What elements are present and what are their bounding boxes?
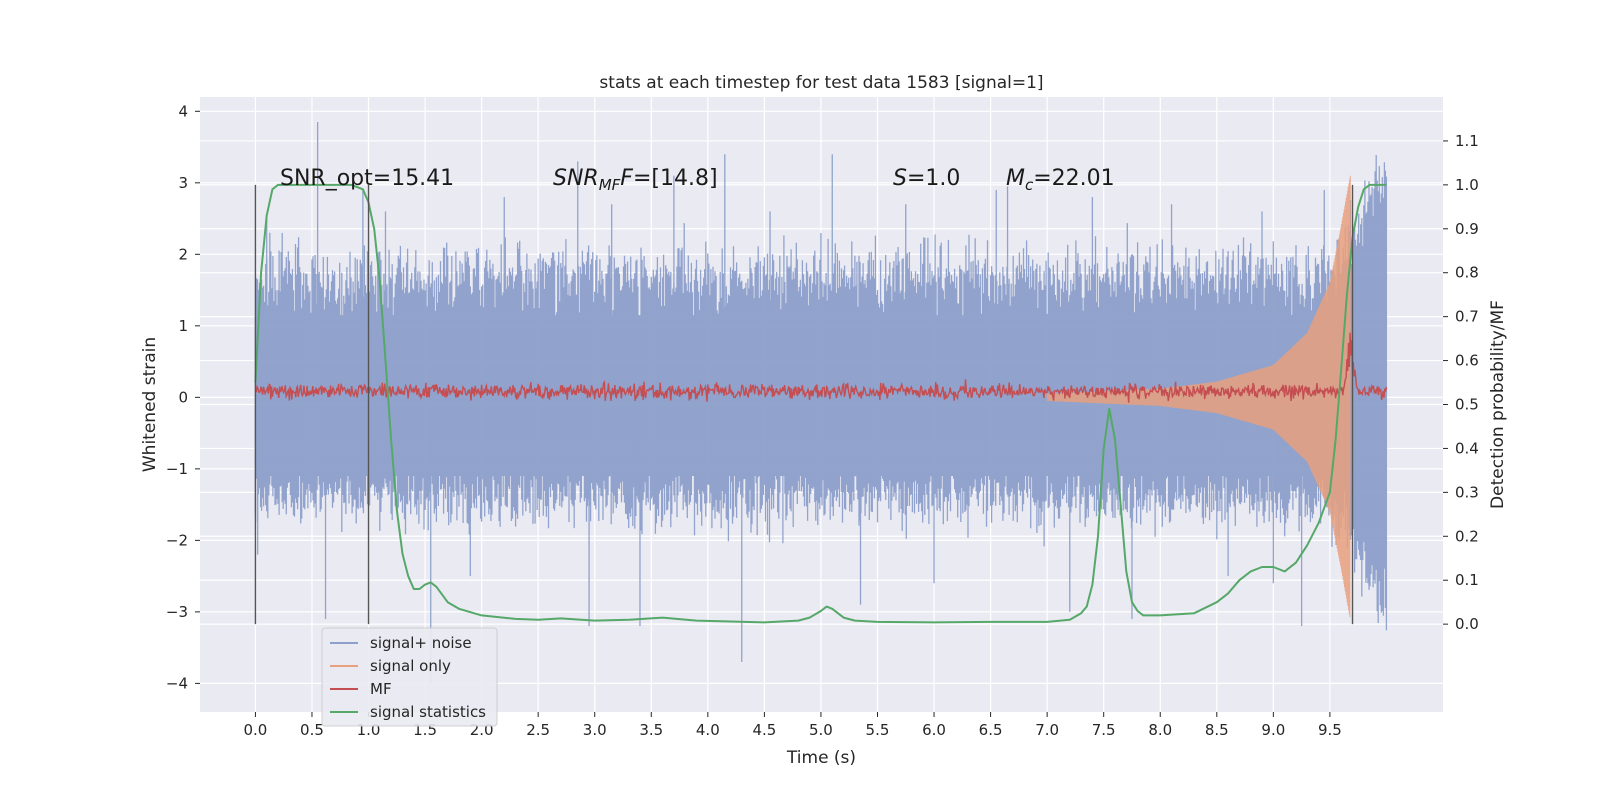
x-axis-label: Time (s) bbox=[786, 748, 856, 768]
signal-statistics-line bbox=[254, 183, 1387, 624]
legend-label: signal only bbox=[370, 657, 451, 675]
x-tick-label: 8.5 bbox=[1205, 721, 1229, 739]
right-y-tick-label: 0.6 bbox=[1455, 352, 1479, 370]
left-y-axis-ticks: 4 3 2 1 0 −1 −2 −3 −4 bbox=[166, 102, 200, 692]
left-y-tick-label: 4 bbox=[178, 102, 188, 120]
legend-box bbox=[321, 627, 498, 727]
x-tick-label: 8.0 bbox=[1148, 721, 1172, 739]
series-mf bbox=[254, 332, 1388, 403]
right-y-tick-label: 0.7 bbox=[1455, 308, 1479, 326]
x-tick-label: 4.5 bbox=[752, 721, 776, 739]
legend: signal+ noise signal only MF signal statist… bbox=[321, 627, 498, 727]
x-tick-label: 5.0 bbox=[809, 721, 833, 739]
left-y-tick-label: −1 bbox=[166, 460, 188, 478]
series-signal-statistics bbox=[254, 183, 1387, 624]
left-y-tick-label: 2 bbox=[178, 245, 188, 263]
x-tick-label: 0.0 bbox=[243, 721, 267, 739]
x-tick-label: 7.5 bbox=[1092, 721, 1116, 739]
left-y-tick-label: −2 bbox=[166, 531, 188, 549]
right-y-axis-label: Detection probability/MF bbox=[1488, 300, 1508, 509]
annotation-text: S=1.0 bbox=[893, 166, 960, 191]
right-y-tick-label: 0.8 bbox=[1455, 264, 1479, 282]
legend-label: signal statistics bbox=[370, 703, 486, 721]
right-y-tick-label: 1.1 bbox=[1455, 132, 1479, 150]
right-y-tick-label: 0.0 bbox=[1455, 615, 1479, 633]
left-y-tick-label: 3 bbox=[178, 174, 188, 192]
chart-title: stats at each timestep for test data 158… bbox=[599, 73, 1043, 93]
right-y-tick-label: 0.2 bbox=[1455, 527, 1479, 545]
right-y-tick-label: 0.3 bbox=[1455, 483, 1479, 501]
vertical-markers bbox=[254, 184, 1354, 625]
legend-label: MF bbox=[370, 680, 392, 698]
right-y-tick-label: 0.4 bbox=[1455, 439, 1479, 457]
x-tick-label: 6.0 bbox=[922, 721, 946, 739]
x-tick-label: 3.5 bbox=[639, 721, 663, 739]
left-y-tick-label: 0 bbox=[178, 388, 188, 406]
x-tick-label: 6.5 bbox=[979, 721, 1003, 739]
x-tick-label: 0.5 bbox=[300, 721, 324, 739]
x-tick-label: 9.5 bbox=[1318, 721, 1342, 739]
annotations: SNR_opt=15.41 SNRMFF=[14.8] S=1.0 Mc=22.01 bbox=[280, 166, 1115, 194]
mf-trace bbox=[254, 332, 1388, 403]
right-y-tick-label: 0.1 bbox=[1455, 571, 1479, 589]
x-tick-label: 5.5 bbox=[866, 721, 890, 739]
left-y-tick-label: −3 bbox=[166, 603, 188, 621]
right-y-tick-label: 1.0 bbox=[1455, 176, 1479, 194]
x-tick-label: 4.0 bbox=[696, 721, 720, 739]
x-tick-label: 7.0 bbox=[1035, 721, 1059, 739]
annotation-text: SNR_opt=15.41 bbox=[280, 166, 454, 191]
x-tick-label: 9.0 bbox=[1261, 721, 1285, 739]
right-y-tick-label: 0.9 bbox=[1455, 220, 1479, 238]
x-tick-label: 2.5 bbox=[526, 721, 550, 739]
left-y-tick-label: −4 bbox=[166, 674, 188, 692]
left-y-tick-label: 1 bbox=[178, 317, 188, 335]
right-y-tick-label: 0.5 bbox=[1455, 396, 1479, 414]
data-layer bbox=[254, 122, 1388, 684]
annotation-text: SNRMFF=[14.8] bbox=[553, 166, 718, 194]
legend-label: signal+ noise bbox=[370, 634, 472, 652]
left-y-axis-label: Whitened strain bbox=[140, 337, 160, 472]
right-y-axis-ticks: 1.1 1.0 0.9 0.8 0.7 0.6 0.5 0.4 0.3 0.2 0.1 0.0 bbox=[1443, 132, 1479, 633]
x-tick-label: 3.0 bbox=[583, 721, 607, 739]
annotation-text: Mc=22.01 bbox=[1006, 166, 1115, 194]
